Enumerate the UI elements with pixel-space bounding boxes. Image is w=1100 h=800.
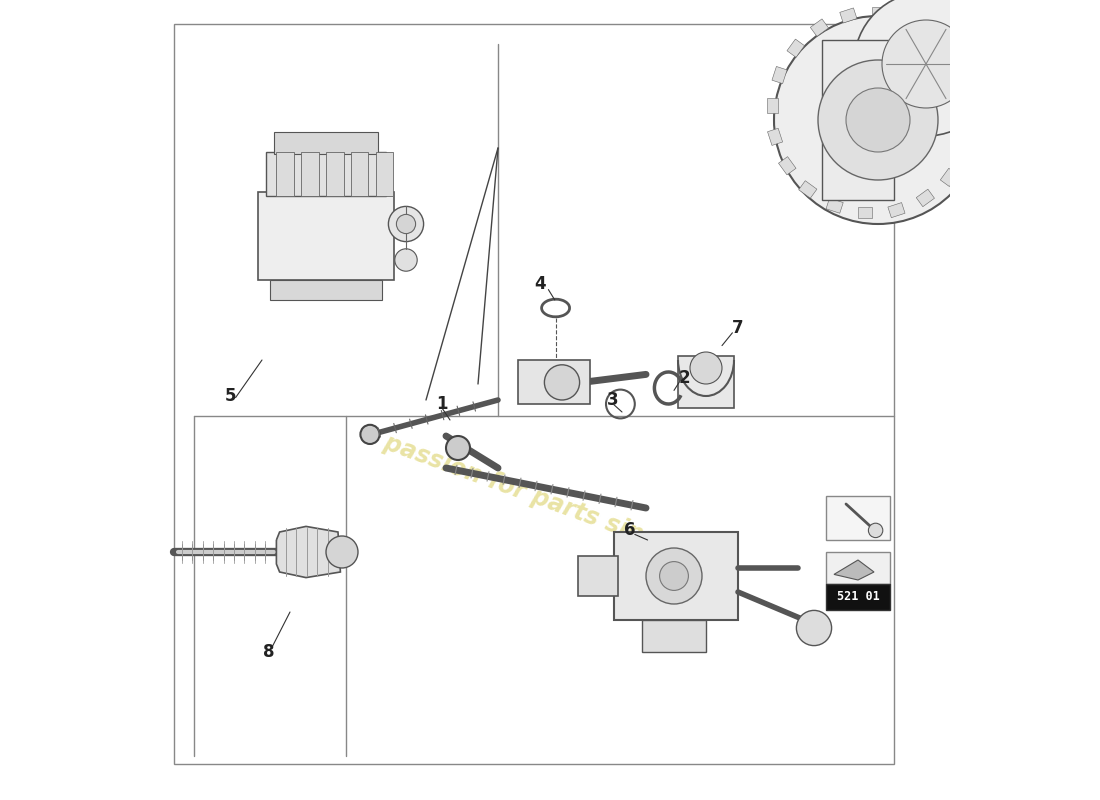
Circle shape (396, 214, 416, 234)
Bar (779, 157, 796, 175)
Circle shape (796, 610, 832, 646)
Bar (799, 181, 817, 198)
Bar (678, 356, 734, 408)
Circle shape (868, 523, 883, 538)
Bar (351, 152, 369, 196)
Bar (786, 39, 804, 58)
Circle shape (660, 562, 689, 590)
Circle shape (326, 536, 358, 568)
Bar (858, 207, 872, 218)
Bar (822, 40, 894, 200)
PathPatch shape (276, 526, 340, 578)
Circle shape (774, 16, 982, 224)
Bar (768, 128, 782, 146)
Polygon shape (834, 560, 874, 580)
Bar (958, 142, 972, 159)
Text: 6: 6 (625, 522, 636, 539)
Text: 7: 7 (733, 319, 744, 337)
Circle shape (690, 352, 722, 384)
Circle shape (846, 88, 910, 152)
Bar (375, 152, 393, 196)
Bar (940, 168, 958, 186)
Bar (826, 198, 844, 214)
Bar (949, 50, 966, 69)
Text: 2: 2 (679, 369, 690, 386)
Bar (928, 27, 946, 45)
Bar (826, 552, 890, 584)
Text: 3: 3 (606, 391, 618, 409)
Bar (642, 620, 706, 652)
Bar (276, 152, 294, 196)
Bar (326, 152, 343, 196)
Bar (872, 7, 887, 18)
Circle shape (395, 249, 417, 271)
Bar (258, 192, 394, 280)
Bar (826, 496, 890, 540)
Bar (839, 8, 857, 23)
Circle shape (818, 60, 938, 180)
Bar (266, 152, 386, 196)
Circle shape (361, 425, 379, 444)
Bar (888, 202, 905, 218)
Circle shape (646, 548, 702, 604)
Bar (301, 152, 319, 196)
Text: 4: 4 (535, 275, 547, 293)
Bar (518, 360, 590, 404)
Bar (811, 19, 828, 37)
Text: a passion for parts since 1°: a passion for parts since 1° (359, 422, 710, 570)
Text: 8: 8 (263, 643, 274, 661)
Bar (826, 584, 890, 610)
Bar (767, 98, 778, 113)
Bar (270, 280, 382, 300)
Circle shape (388, 206, 424, 242)
Circle shape (446, 436, 470, 460)
Bar (274, 132, 378, 154)
Circle shape (544, 365, 580, 400)
Bar (614, 532, 738, 620)
Circle shape (882, 20, 970, 108)
Bar (578, 556, 618, 596)
Text: 5: 5 (224, 387, 235, 405)
Bar (902, 12, 918, 27)
Bar (962, 80, 977, 98)
Circle shape (854, 0, 998, 136)
Bar (967, 113, 978, 127)
Text: 1: 1 (437, 395, 448, 413)
Text: 521 01: 521 01 (837, 590, 879, 603)
Bar (916, 189, 935, 206)
Bar (772, 66, 788, 84)
